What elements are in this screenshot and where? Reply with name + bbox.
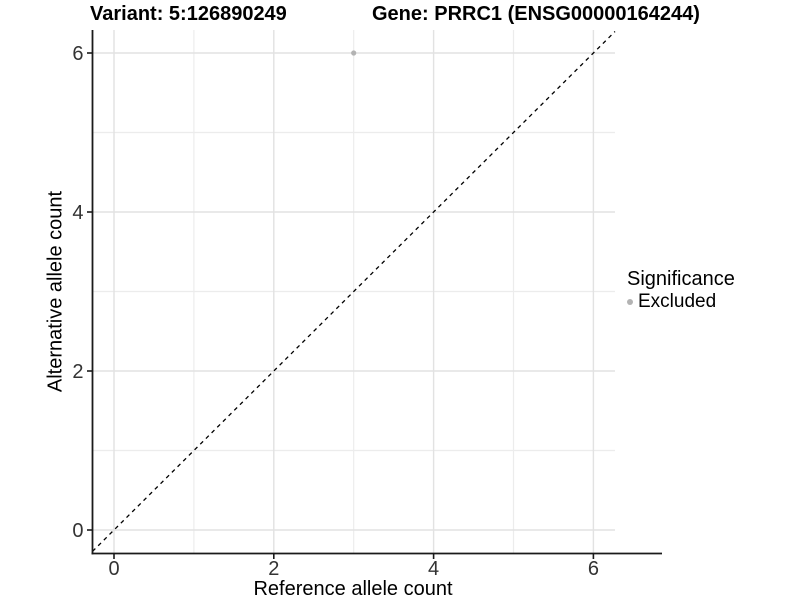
y-tick-label-0: 0 bbox=[72, 520, 83, 542]
identity-reference-line bbox=[92, 31, 616, 552]
grid-major-lines bbox=[92, 30, 615, 554]
grid-minor-lines bbox=[92, 30, 615, 554]
identity-dashed-line bbox=[92, 31, 616, 552]
y-axis-title: Alternative allele count bbox=[44, 190, 67, 393]
x-tick-labels: 0 2 4 6 bbox=[108, 558, 599, 580]
variant-title: Variant: 5:126890249 bbox=[90, 3, 287, 25]
x-tick-label-4: 4 bbox=[428, 558, 439, 580]
y-tick-label-6: 6 bbox=[72, 43, 83, 65]
x-tick-label-6: 6 bbox=[588, 558, 599, 580]
axis-tick-marks bbox=[87, 52, 595, 559]
data-points bbox=[351, 50, 357, 56]
x-tick-label-0: 0 bbox=[108, 558, 119, 580]
legend-item-label: Excluded bbox=[638, 291, 717, 312]
legend: Significance Excluded bbox=[627, 268, 735, 313]
x-axis-title: Reference allele count bbox=[253, 578, 453, 600]
y-tick-label-4: 4 bbox=[72, 202, 83, 224]
legend-title: Significance bbox=[627, 268, 735, 290]
gene-title: Gene: PRRC1 (ENSG00000164244) bbox=[372, 3, 700, 25]
axis-lines bbox=[91, 30, 662, 555]
legend-item-excluded: Excluded bbox=[627, 291, 735, 313]
data-point-excluded-3-6 bbox=[351, 50, 357, 56]
y-tick-label-2: 2 bbox=[72, 361, 83, 383]
y-tick-labels: 0 2 4 6 bbox=[72, 43, 83, 542]
x-tick-label-2: 2 bbox=[268, 558, 279, 580]
excluded-point-swatch-icon bbox=[627, 299, 633, 305]
